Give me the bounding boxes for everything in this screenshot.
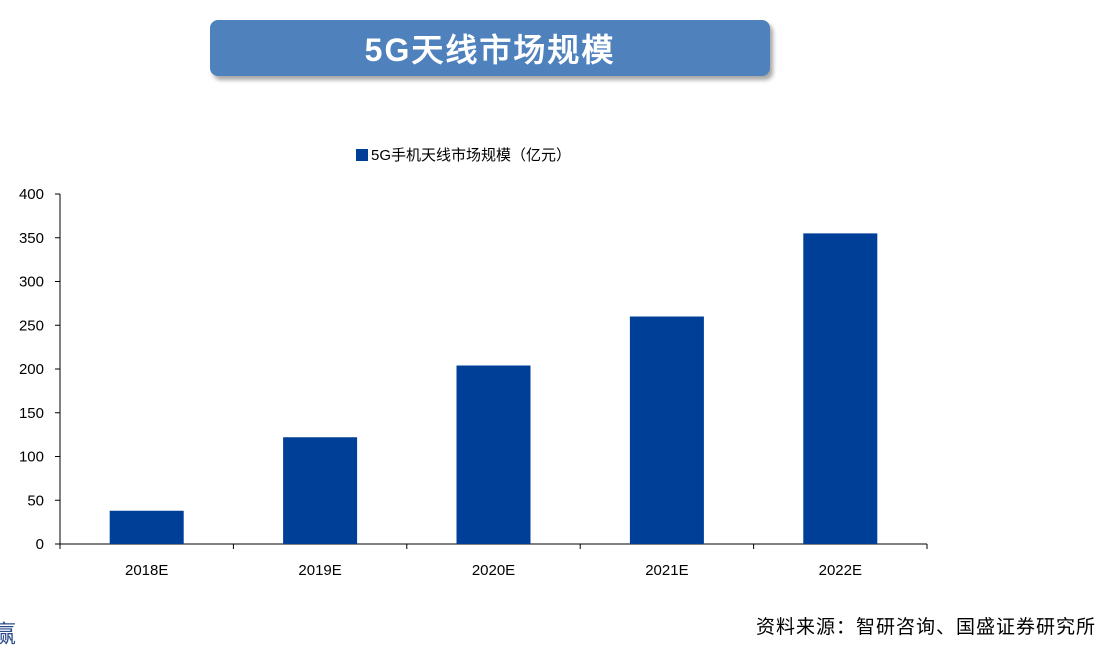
x-tick-label: 2021E — [645, 562, 688, 579]
x-tick-label: 2018E — [125, 562, 168, 579]
chart-legend: 5G手机天线市场规模（亿元） — [356, 144, 571, 165]
y-tick-label: 0 — [36, 536, 44, 553]
y-tick-label: 350 — [19, 230, 44, 247]
x-tick-label: 2019E — [298, 562, 341, 579]
y-tick-label: 100 — [19, 449, 44, 466]
y-tick-label: 400 — [19, 186, 44, 203]
y-tick-label: 50 — [27, 492, 44, 509]
legend-swatch — [356, 148, 368, 161]
y-tick-label: 150 — [19, 405, 44, 422]
bar — [456, 365, 531, 544]
x-tick-label: 2020E — [472, 562, 515, 579]
y-tick-label: 250 — [19, 317, 44, 334]
bar — [629, 316, 704, 544]
source-note: 资料来源：智研咨询、国盛证券研究所 — [755, 616, 1096, 638]
x-tick-label: 2022E — [819, 562, 862, 579]
bar — [109, 510, 184, 544]
bar-chart: 0 50 100 150 200 250 300 350 400 2018E 2019E 2020E 2… — [19, 186, 928, 579]
y-tick-label: 200 — [19, 361, 44, 378]
chart-title: 5G天线市场规模 — [364, 32, 616, 68]
bar — [283, 437, 358, 544]
bar — [803, 233, 878, 544]
legend-label: 5G手机天线市场规模（亿元） — [371, 147, 572, 164]
chart-title-banner: 5G天线市场规模 — [210, 20, 770, 76]
y-tick-label: 300 — [19, 274, 44, 291]
corner-logo-fragment: 赢 — [0, 620, 16, 648]
